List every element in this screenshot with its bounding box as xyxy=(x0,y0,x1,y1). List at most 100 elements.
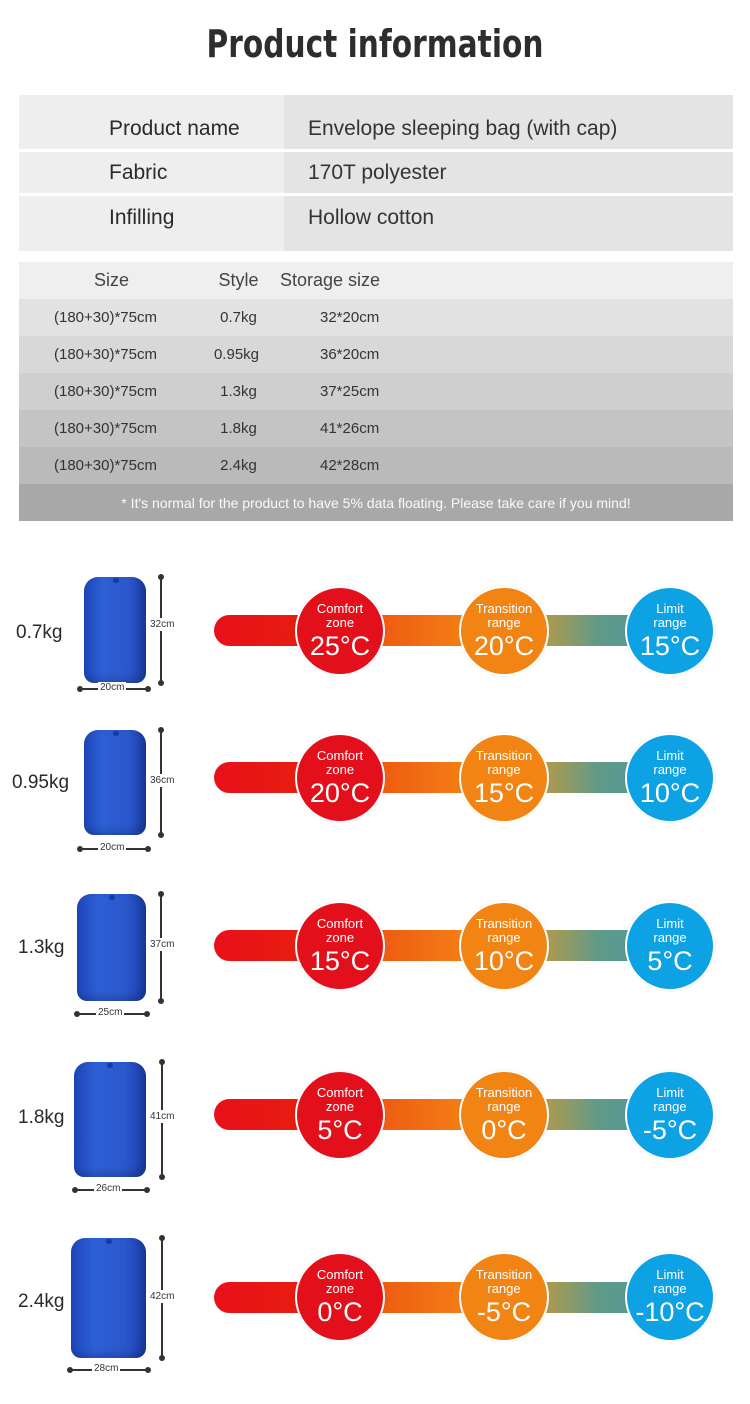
badge-label: range xyxy=(487,1098,521,1114)
temp-row-0.95kg: 0.95kg 36cm 20cm Comfort zone 20°C Trans… xyxy=(0,725,750,860)
product-info-table: Product name Envelope sleeping bag (with… xyxy=(19,95,733,251)
badge-label: Transition xyxy=(475,600,533,616)
cell-style: 1.8kg xyxy=(220,420,257,437)
cell-storage: 37*25cm xyxy=(320,383,380,400)
info-label: Product name xyxy=(19,95,284,149)
width-label: 28cm xyxy=(92,1363,121,1374)
transition-temp: 20°C xyxy=(473,630,535,661)
height-label: 36cm xyxy=(150,774,175,787)
table-row: 1.3kg (180+30)*75cm 37*25cm xyxy=(19,373,733,410)
comfort-temp: 15°C xyxy=(309,945,371,976)
badge-label: Limit xyxy=(656,1266,684,1282)
limit-range-badge: Limit range 5°C xyxy=(625,901,715,991)
width-label: 26cm xyxy=(94,1183,123,1194)
weight-label: 1.3kg xyxy=(18,937,65,958)
cell-style: 0.95kg xyxy=(213,346,260,363)
sleeping-bag-icon xyxy=(84,577,146,683)
badge-label: Transition xyxy=(475,1266,533,1282)
badge-label: Comfort xyxy=(316,1084,364,1100)
limit-range-badge: Limit range -10°C xyxy=(625,1252,715,1342)
header-style: Style xyxy=(218,270,259,290)
cell-style: 2.4kg xyxy=(220,457,257,474)
info-row-infilling: Infilling Hollow cotton xyxy=(19,196,733,251)
height-label: 41cm xyxy=(150,1110,175,1123)
transition-range-badge: Transition range 15°C xyxy=(459,733,549,823)
badge-label: Limit xyxy=(656,600,684,616)
sleeping-bag-icon xyxy=(84,730,146,835)
badge-label: range xyxy=(653,761,687,777)
comfort-temp: 0°C xyxy=(317,1296,363,1327)
table-row: 2.4kg (180+30)*75cm 42*28cm xyxy=(19,447,733,484)
header-size: Size xyxy=(94,270,130,290)
badge-label: range xyxy=(653,614,687,630)
data-floating-note: * It's normal for the product to have 5%… xyxy=(19,484,733,521)
badge-label: Limit xyxy=(656,747,684,763)
weight-label: 0.95kg xyxy=(12,772,70,793)
comfort-zone-badge: Comfort zone 25°C xyxy=(295,586,385,676)
temp-row-1.3kg: 1.3kg 37cm 25cm Comfort zone 15°C Transi… xyxy=(0,890,750,1025)
badge-label: Comfort xyxy=(316,747,364,763)
badge-label: zone xyxy=(325,929,355,945)
height-label: 37cm xyxy=(150,938,175,951)
limit-temp: 15°C xyxy=(639,630,701,661)
temperature-gradient-bar xyxy=(214,1282,684,1313)
height-label: 42cm xyxy=(150,1290,175,1303)
comfort-temp: 25°C xyxy=(309,630,371,661)
cell-size: (180+30)*75cm xyxy=(54,383,157,400)
weight-label: 2.4kg xyxy=(18,1291,65,1312)
badge-label: Comfort xyxy=(316,600,364,616)
header-storage-size: Storage size xyxy=(280,270,381,290)
cell-size: (180+30)*75cm xyxy=(54,420,157,437)
cell-size: (180+30)*75cm xyxy=(54,457,157,474)
badge-label: Comfort xyxy=(316,1266,364,1282)
transition-temp: -5°C xyxy=(476,1296,532,1327)
info-label: Infilling xyxy=(19,196,284,251)
limit-range-badge: Limit range 15°C xyxy=(625,586,715,676)
comfort-temp: 20°C xyxy=(309,777,371,808)
height-label: 32cm xyxy=(150,618,175,631)
transition-range-badge: Transition range 20°C xyxy=(459,586,549,676)
temp-row-2.4kg: 2.4kg 42cm 28cm Comfort zone 0°C Transit… xyxy=(0,1232,750,1382)
temperature-gradient-bar xyxy=(214,930,684,961)
comfort-zone-badge: Comfort zone 20°C xyxy=(295,733,385,823)
badge-label: zone xyxy=(325,1280,355,1296)
limit-range-badge: Limit range 10°C xyxy=(625,733,715,823)
info-label: Fabric xyxy=(19,152,284,193)
limit-temp: 5°C xyxy=(647,945,693,976)
badge-label: Limit xyxy=(656,1084,684,1100)
table-row: 0.7kg (180+30)*75cm 32*20cm xyxy=(19,299,733,336)
temperature-gradient-bar xyxy=(214,762,684,793)
comfort-zone-badge: Comfort zone 5°C xyxy=(295,1070,385,1160)
cell-storage: 32*20cm xyxy=(320,309,380,326)
info-value: Envelope sleeping bag (with cap) xyxy=(284,95,733,149)
badge-label: Comfort xyxy=(316,915,364,931)
width-label: 20cm xyxy=(98,842,127,853)
limit-range-badge: Limit range -5°C xyxy=(625,1070,715,1160)
cell-style: 1.3kg xyxy=(220,383,257,400)
badge-label: zone xyxy=(325,761,355,777)
badge-label: Limit xyxy=(656,915,684,931)
transition-range-badge: Transition range -5°C xyxy=(459,1252,549,1342)
weight-label: 0.7kg xyxy=(16,622,63,643)
transition-temp: 0°C xyxy=(481,1114,527,1145)
spec-header-row: Style Size Storage size xyxy=(19,262,733,299)
page-title: Product information xyxy=(206,22,544,66)
cell-storage: 41*26cm xyxy=(320,420,380,437)
limit-temp: -5°C xyxy=(642,1114,698,1145)
table-row: 1.8kg (180+30)*75cm 41*26cm xyxy=(19,410,733,447)
badge-label: zone xyxy=(325,1098,355,1114)
limit-temp: 10°C xyxy=(639,777,701,808)
badge-label: range xyxy=(487,761,521,777)
comfort-zone-badge: Comfort zone 15°C xyxy=(295,901,385,991)
table-row: 0.95kg (180+30)*75cm 36*20cm xyxy=(19,336,733,373)
transition-temp: 15°C xyxy=(473,777,535,808)
weight-label: 1.8kg xyxy=(18,1107,65,1128)
info-row-fabric: Fabric 170T polyester xyxy=(19,152,733,193)
temp-row-0.7kg: 0.7kg 32cm 20cm Comfort zone 25°C Transi… xyxy=(0,570,750,700)
cell-size: (180+30)*75cm xyxy=(54,309,157,326)
badge-label: range xyxy=(653,929,687,945)
comfort-temp: 5°C xyxy=(317,1114,363,1145)
cell-size: (180+30)*75cm xyxy=(54,346,157,363)
transition-temp: 10°C xyxy=(473,945,535,976)
badge-label: range xyxy=(487,1280,521,1296)
